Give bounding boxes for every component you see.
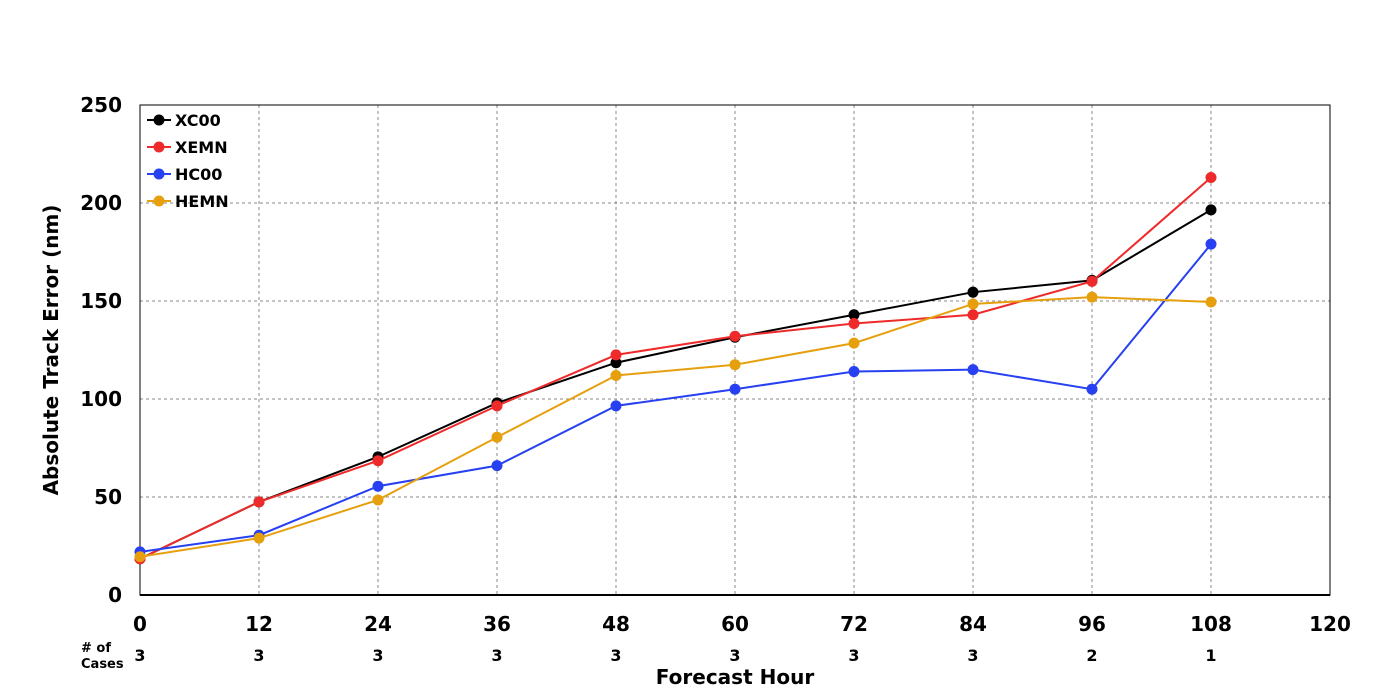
cases-header-line-1: # of [81, 641, 111, 656]
data-point-hc00 [372, 480, 384, 492]
cases-count: 3 [610, 646, 621, 665]
data-point-xc00 [610, 357, 622, 369]
grid-lines [140, 105, 1330, 595]
x-tick-label: 24 [364, 612, 392, 636]
y-tick-label: 100 [80, 387, 122, 411]
data-point-xemn [372, 455, 384, 467]
data-point-hemn [491, 431, 503, 443]
cases-count: 3 [848, 646, 859, 665]
data-point-hemn [1086, 291, 1098, 303]
data-point-hemn [253, 532, 265, 544]
x-tick-label: 0 [133, 612, 147, 636]
x-tick-label: 120 [1309, 612, 1351, 636]
legend-marker-xemn [153, 141, 165, 153]
legend-label-xemn: XEMN [175, 138, 228, 157]
x-tick-label: 60 [721, 612, 749, 636]
data-point-hc00 [729, 383, 741, 395]
series-line-hc00 [139, 243, 1212, 553]
data-point-hemn [967, 298, 979, 310]
data-point-xemn [610, 349, 622, 361]
data-point-hc00 [967, 364, 979, 376]
x-tick-label: 84 [959, 612, 987, 636]
x-tick-label: 48 [602, 612, 630, 636]
data-point-xc00 [848, 309, 860, 321]
x-tick-label: 36 [483, 612, 511, 636]
cases-count: 3 [134, 646, 145, 665]
data-point-hemn [1205, 296, 1217, 308]
legend-marker-hemn [153, 195, 165, 207]
data-point-xemn [1086, 275, 1098, 287]
cases-count: 2 [1086, 646, 1097, 665]
data-point-xemn [491, 400, 503, 412]
cases-count: 3 [967, 646, 978, 665]
series-line-xc00 [139, 208, 1212, 560]
data-point-hc00 [848, 366, 860, 378]
data-point-hemn [372, 494, 384, 506]
legend-marker-hc00 [153, 168, 165, 180]
x-tick-label: 108 [1190, 612, 1232, 636]
legend-marker-xc00 [153, 114, 165, 126]
y-tick-label: 0 [108, 583, 122, 607]
data-point-hemn [848, 337, 860, 349]
data-point-xc00 [967, 286, 979, 298]
x-tick-label: 72 [840, 612, 868, 636]
y-tick-label: 250 [80, 93, 122, 117]
data-point-hc00 [1205, 238, 1217, 250]
data-point-xc00 [1205, 204, 1217, 216]
data-point-xemn [848, 318, 860, 330]
y-axis-label: Absolute Track Error (nm) [39, 205, 63, 496]
data-point-hemn [134, 551, 146, 563]
cases-count: 3 [253, 646, 264, 665]
cases-count: 3 [491, 646, 502, 665]
series-lines [134, 172, 1217, 565]
x-tick-labels: 0 12 24 36 48 60 72 84 96 108 120 [133, 612, 1351, 636]
y-tick-label: 150 [80, 289, 122, 313]
x-tick-label: 12 [245, 612, 273, 636]
data-point-hc00 [1086, 383, 1098, 395]
data-point-hc00 [610, 400, 622, 412]
legend: XC00 XEMN HC00 HEMN [147, 111, 229, 211]
y-tick-label: 200 [80, 191, 122, 215]
data-point-hc00 [491, 460, 503, 472]
legend-label-hemn: HEMN [175, 192, 229, 211]
data-point-xemn [729, 330, 741, 342]
data-point-xemn [1205, 172, 1217, 184]
y-tick-labels: 0 50 100 150 200 250 [80, 93, 122, 607]
data-point-xemn [253, 496, 265, 508]
cases-row: # of Cases 3 3 3 3 3 3 3 3 2 1 [81, 641, 1217, 672]
cases-count: 3 [372, 646, 383, 665]
x-axis-label: Forecast Hour [656, 665, 815, 689]
legend-label-hc00: HC00 [175, 165, 222, 184]
data-point-hemn [729, 359, 741, 371]
legend-label-xc00: XC00 [175, 111, 221, 130]
series-line-hemn [139, 296, 1212, 558]
data-point-hemn [610, 369, 622, 381]
series-line-xemn [139, 176, 1212, 560]
cases-count: 1 [1205, 646, 1216, 665]
x-tick-label: 96 [1078, 612, 1106, 636]
cases-count: 3 [729, 646, 740, 665]
y-tick-label: 50 [94, 485, 122, 509]
cases-header-line-2: Cases [81, 657, 124, 672]
data-point-xemn [967, 309, 979, 321]
